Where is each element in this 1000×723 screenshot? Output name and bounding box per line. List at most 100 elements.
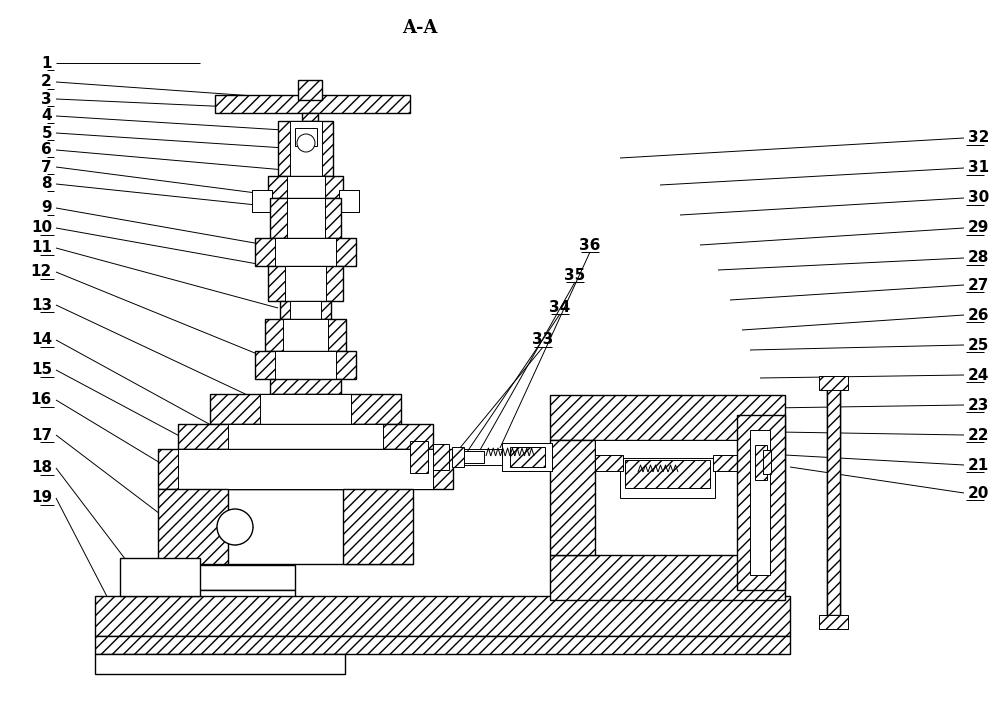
- Bar: [298, 80, 322, 100]
- Bar: [534, 451, 552, 463]
- Text: 4: 4: [41, 108, 52, 124]
- Text: 20: 20: [968, 486, 989, 500]
- Bar: [268, 266, 343, 301]
- Bar: [550, 395, 785, 440]
- Text: 11: 11: [31, 241, 52, 255]
- Text: 34: 34: [549, 299, 571, 315]
- Bar: [502, 443, 552, 471]
- Text: 22: 22: [968, 427, 990, 442]
- Text: 17: 17: [31, 427, 52, 442]
- Bar: [95, 654, 345, 674]
- Text: 5: 5: [41, 126, 52, 140]
- Bar: [510, 447, 545, 467]
- Bar: [228, 424, 383, 449]
- Text: 35: 35: [564, 268, 586, 283]
- Bar: [755, 445, 767, 480]
- Bar: [595, 440, 740, 465]
- Bar: [283, 319, 328, 351]
- Bar: [215, 95, 410, 113]
- Bar: [625, 460, 710, 488]
- Bar: [275, 351, 336, 379]
- Bar: [550, 555, 785, 600]
- Bar: [819, 376, 848, 390]
- Text: 25: 25: [968, 338, 989, 353]
- Text: 30: 30: [968, 190, 989, 205]
- Text: 10: 10: [31, 221, 52, 236]
- Text: 27: 27: [968, 278, 989, 293]
- Bar: [620, 458, 715, 498]
- Text: 18: 18: [31, 461, 52, 476]
- Bar: [302, 113, 318, 121]
- Text: 13: 13: [31, 297, 52, 312]
- Bar: [502, 443, 552, 471]
- Bar: [252, 190, 272, 212]
- Circle shape: [217, 509, 253, 545]
- Bar: [210, 394, 401, 424]
- Text: 31: 31: [968, 161, 989, 176]
- Bar: [265, 319, 346, 351]
- Bar: [595, 440, 740, 465]
- Text: 19: 19: [31, 490, 52, 505]
- Bar: [252, 190, 272, 212]
- Bar: [158, 489, 413, 564]
- Bar: [464, 451, 484, 463]
- Text: 24: 24: [968, 367, 989, 382]
- Bar: [827, 383, 840, 615]
- Bar: [130, 565, 295, 590]
- Text: 6: 6: [41, 142, 52, 158]
- Bar: [158, 489, 228, 564]
- Bar: [550, 440, 595, 555]
- Bar: [135, 560, 163, 590]
- Bar: [750, 430, 770, 575]
- Bar: [260, 394, 351, 424]
- Bar: [255, 351, 356, 379]
- Bar: [763, 450, 771, 474]
- Text: 3: 3: [41, 92, 52, 106]
- Bar: [178, 424, 433, 449]
- Bar: [270, 379, 341, 394]
- Text: 14: 14: [31, 333, 52, 348]
- Text: 36: 36: [579, 237, 601, 252]
- Bar: [280, 301, 331, 319]
- Circle shape: [297, 134, 315, 152]
- Bar: [287, 176, 325, 198]
- Bar: [410, 441, 428, 473]
- Bar: [595, 440, 740, 555]
- Text: 2: 2: [41, 74, 52, 90]
- Text: A-A: A-A: [402, 19, 438, 37]
- Bar: [285, 266, 326, 301]
- Bar: [433, 444, 449, 470]
- Text: 1: 1: [42, 56, 52, 71]
- Bar: [713, 455, 741, 471]
- Bar: [95, 596, 790, 636]
- Text: 28: 28: [968, 250, 989, 265]
- Text: 21: 21: [968, 458, 989, 473]
- Text: 7: 7: [41, 160, 52, 174]
- Bar: [343, 489, 413, 564]
- Bar: [452, 447, 464, 467]
- Text: 29: 29: [968, 221, 989, 236]
- Bar: [178, 449, 433, 489]
- Bar: [295, 128, 317, 146]
- Bar: [819, 615, 848, 629]
- Text: 9: 9: [41, 200, 52, 215]
- Text: 23: 23: [968, 398, 989, 413]
- Bar: [130, 590, 295, 600]
- Bar: [595, 455, 623, 471]
- Text: 32: 32: [968, 130, 989, 145]
- Bar: [290, 301, 321, 319]
- Text: 8: 8: [41, 176, 52, 192]
- Bar: [339, 190, 359, 212]
- Text: 15: 15: [31, 362, 52, 377]
- Bar: [287, 198, 325, 238]
- Text: 26: 26: [968, 307, 990, 322]
- Bar: [158, 449, 453, 489]
- Bar: [95, 636, 790, 654]
- Bar: [630, 465, 705, 487]
- Bar: [268, 176, 343, 198]
- Bar: [740, 440, 785, 555]
- Text: 16: 16: [31, 393, 52, 408]
- Bar: [255, 238, 356, 266]
- Bar: [270, 198, 341, 238]
- Bar: [120, 558, 200, 596]
